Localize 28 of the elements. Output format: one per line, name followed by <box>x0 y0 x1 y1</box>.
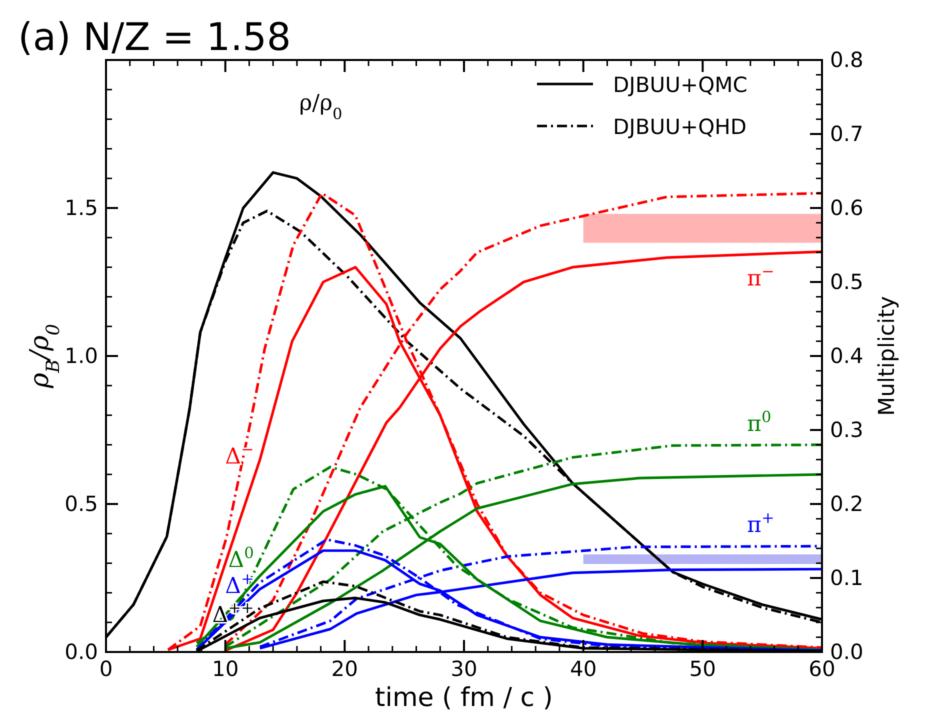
y2-tick-label: 0.4 <box>830 344 864 368</box>
y2-axis-title: Multiplicity <box>875 296 900 416</box>
x-tick-label: 20 <box>331 657 358 681</box>
chart-title: (a) N/Z = 1.58 <box>18 15 291 59</box>
y2-tick-label: 0.5 <box>830 270 864 294</box>
x-tick-label: 30 <box>450 657 478 681</box>
series-label: π$^{0}$ <box>747 408 772 437</box>
y2-tick-label: 0.1 <box>830 566 864 590</box>
annotation: ρ/ρ$_{0}$ <box>299 91 342 123</box>
y2-tick-label: 0.7 <box>830 122 864 146</box>
legend-label: DJBUU+QHD <box>613 115 747 139</box>
y2-tick-label: 0.8 <box>830 48 864 72</box>
y2-tick-label: 0.3 <box>830 418 864 442</box>
y-tick-label: 0.5 <box>64 492 98 516</box>
x-axis-title: time ( fm / c ) <box>375 683 553 713</box>
series-label: Δ$^{0}$ <box>228 544 254 574</box>
y-tick-label: 1.5 <box>64 196 98 220</box>
y2-tick-label: 0.2 <box>830 492 864 516</box>
series-label: π$^{+}$ <box>747 509 774 538</box>
y-tick-label: 1.0 <box>64 344 98 368</box>
x-tick-label: 40 <box>570 657 597 681</box>
y-tick-label: 0.0 <box>64 640 98 664</box>
y2-tick-label: 0.6 <box>830 196 864 220</box>
x-tick-label: 0 <box>99 657 113 681</box>
x-tick-label: 10 <box>212 657 239 681</box>
legend-label: DJBUU+QMC <box>613 73 748 97</box>
series-label: π$^{−}$ <box>747 262 774 292</box>
x-tick-label: 50 <box>689 657 716 681</box>
